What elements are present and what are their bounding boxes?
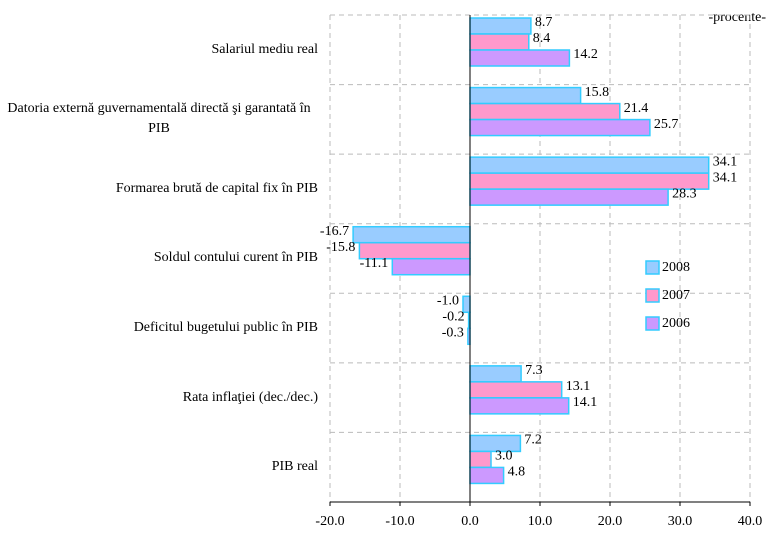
legend-swatch xyxy=(645,316,660,331)
bar xyxy=(352,225,471,244)
value-label: -0.2 xyxy=(442,310,464,325)
category-text: Deficitul bugetului public în PIB xyxy=(133,320,318,336)
category-label: Soldul contului curent în PIB xyxy=(0,224,318,294)
bar xyxy=(469,365,522,383)
value-label: 3.0 xyxy=(495,449,513,464)
bar xyxy=(391,257,471,276)
category-label: Deficitul bugetului public în PIB xyxy=(0,293,318,363)
value-label: 34.1 xyxy=(713,170,738,185)
value-label: 8.4 xyxy=(533,31,551,46)
legend-label: 2008 xyxy=(662,260,690,275)
x-tick-label: 30.0 xyxy=(668,514,693,529)
value-label: 25.7 xyxy=(654,117,679,132)
category-text: Datoria externă guvernamentală directă ş… xyxy=(7,101,311,137)
category-text: Soldul contului curent în PIB xyxy=(153,250,318,266)
x-tick-label: -10.0 xyxy=(385,514,414,529)
value-label: 4.8 xyxy=(508,465,525,480)
category-text: Rata inflaţiei (dec./dec.) xyxy=(182,389,318,405)
bar xyxy=(469,156,710,174)
value-label: -15.8 xyxy=(326,240,355,255)
bar xyxy=(469,188,669,206)
bar xyxy=(469,118,651,137)
bar xyxy=(469,33,530,51)
category-label: Datoria externă guvernamentală directă ş… xyxy=(0,85,318,155)
legend-swatch xyxy=(645,260,660,275)
value-label: 8.7 xyxy=(535,15,553,30)
value-label: 7.3 xyxy=(525,363,543,378)
bar xyxy=(469,102,621,121)
x-tick-label: 40.0 xyxy=(738,514,763,529)
category-text: Salariul mediu real xyxy=(211,41,318,57)
value-label: -16.7 xyxy=(320,224,349,239)
value-label: -0.3 xyxy=(442,326,464,341)
category-label: Salariul mediu real xyxy=(0,15,318,85)
category-label: Rata inflaţiei (dec./dec.) xyxy=(0,363,318,433)
bar xyxy=(469,466,505,485)
value-label: 34.1 xyxy=(713,154,738,169)
value-label: -1.0 xyxy=(437,294,459,309)
value-label: 15.8 xyxy=(585,85,610,100)
value-label: 14.1 xyxy=(573,395,598,410)
x-tick-label: -20.0 xyxy=(315,514,344,529)
x-tick-label: 20.0 xyxy=(598,514,623,529)
legend-label: 2007 xyxy=(662,288,690,303)
category-label: Formarea brută de capital fix în PIB xyxy=(0,154,318,224)
bar xyxy=(469,450,492,469)
category-text: Formarea brută de capital fix în PIB xyxy=(115,180,318,196)
value-label: -11.1 xyxy=(360,256,389,271)
bar xyxy=(469,49,571,67)
bar xyxy=(469,397,570,415)
value-label: 14.2 xyxy=(573,47,598,62)
bar xyxy=(469,86,582,105)
category-label: PIB real xyxy=(0,432,318,502)
value-label: 7.2 xyxy=(524,433,542,448)
bar xyxy=(469,17,532,35)
legend-swatch xyxy=(645,288,660,303)
x-tick-label: 10.0 xyxy=(528,514,553,529)
annotation: -procente- xyxy=(708,10,766,25)
value-label: 21.4 xyxy=(624,101,649,116)
value-label: 13.1 xyxy=(566,379,591,394)
category-text: PIB real xyxy=(271,459,318,475)
value-label: 28.3 xyxy=(672,186,697,201)
x-tick-label: 0.0 xyxy=(461,514,479,529)
legend-label: 2006 xyxy=(662,316,690,331)
bar xyxy=(469,381,563,399)
